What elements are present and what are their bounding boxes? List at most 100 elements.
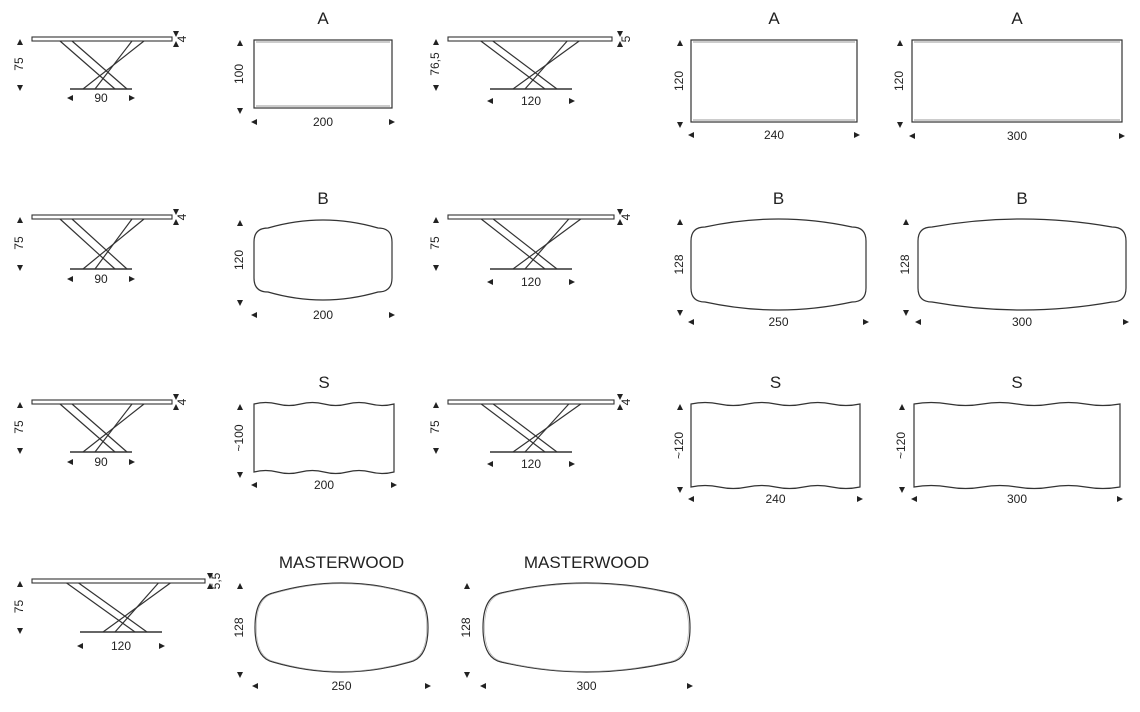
- dimension-arrow: [207, 573, 213, 579]
- crossed-leg: [524, 40, 568, 90]
- dimension-arrow: [911, 496, 917, 502]
- crossed-leg: [480, 218, 546, 270]
- width-dimension-label: 300: [576, 679, 596, 693]
- side-view-b: 75 90 4: [12, 209, 189, 286]
- table-top-profile: [31, 578, 206, 584]
- shape-title: S: [1011, 373, 1022, 392]
- dimension-arrow: [237, 404, 243, 410]
- crossed-leg: [492, 218, 558, 270]
- depth-dimension-label: 128: [898, 254, 912, 274]
- shape-title: S: [318, 373, 329, 392]
- dimension-arrow: [173, 209, 179, 215]
- shape-title: A: [1011, 9, 1023, 28]
- width-dimension-label: 300: [1007, 492, 1027, 506]
- tabletop-outline: [482, 582, 691, 673]
- dimension-arrow: [237, 300, 243, 306]
- height-dimension-label: 75: [12, 57, 26, 71]
- width-dimension-label: 90: [94, 455, 108, 469]
- width-dimension-label: 300: [1012, 315, 1032, 329]
- crossed-leg: [524, 218, 570, 270]
- height-dimension-label: 75: [12, 420, 26, 434]
- depth-dimension-label: 128: [672, 254, 686, 274]
- table-top-profile: [447, 214, 615, 220]
- tabletop-outline: [690, 401, 861, 490]
- crossed-leg: [71, 403, 128, 453]
- dimension-arrow: [433, 402, 439, 408]
- dimension-arrow: [480, 683, 486, 689]
- side-view-a: 76,5 120 5: [428, 31, 633, 108]
- dimension-arrow: [237, 672, 243, 678]
- thickness-dimension-label: 4: [619, 398, 633, 405]
- top-view-s: S 200 ~100: [232, 373, 397, 492]
- top-view-masterwood: MASTERWOOD 300 128: [459, 553, 693, 693]
- dimension-arrow: [903, 219, 909, 225]
- top-view-b: B 200 120: [232, 189, 395, 322]
- depth-dimension-label: 128: [459, 617, 473, 637]
- dimension-arrow: [688, 496, 694, 502]
- dimension-arrow: [569, 461, 575, 467]
- crossed-leg: [480, 403, 546, 453]
- dimension-arrow: [897, 40, 903, 46]
- dimension-arrow: [617, 31, 623, 37]
- dimension-arrow: [677, 310, 683, 316]
- crossed-leg: [78, 582, 148, 633]
- dimension-arrow: [617, 41, 623, 47]
- top-view-a: A 200 100: [232, 9, 395, 129]
- table-top-profile: [447, 399, 615, 405]
- dimension-arrow: [252, 683, 258, 689]
- dimension-arrow: [1119, 133, 1125, 139]
- shape-title: A: [768, 9, 780, 28]
- tabletop-outline: [917, 218, 1127, 311]
- dimension-arrow: [687, 683, 693, 689]
- dimension-arrow: [903, 310, 909, 316]
- top-view-b: B 250 128: [672, 189, 869, 329]
- tabletop-outline: [690, 218, 867, 311]
- width-dimension-label: 200: [314, 478, 334, 492]
- tabletop-outline: [254, 582, 429, 673]
- dimension-arrow: [1123, 319, 1129, 325]
- crossed-leg: [480, 40, 546, 90]
- dimension-arrow: [237, 583, 243, 589]
- dimension-arrow: [17, 265, 23, 271]
- dimension-arrow: [173, 31, 179, 37]
- height-dimension-label: 76,5: [428, 52, 442, 76]
- top-view-s: S 240 ~120: [672, 373, 863, 506]
- dimension-arrow: [389, 312, 395, 318]
- side-view-a: 75 90 4: [12, 31, 189, 105]
- crossed-leg: [492, 40, 558, 90]
- dimension-arrow: [17, 217, 23, 223]
- dimension-arrow: [464, 583, 470, 589]
- width-dimension-label: 90: [94, 272, 108, 286]
- dimension-arrow: [677, 122, 683, 128]
- dimension-arrow: [688, 132, 694, 138]
- dimension-arrow: [617, 209, 623, 215]
- edge-line: [484, 583, 689, 672]
- height-dimension-label: 75: [12, 236, 26, 250]
- dimension-arrow: [17, 402, 23, 408]
- depth-dimension-label: 120: [892, 71, 906, 91]
- depth-dimension-label: ~100: [232, 424, 246, 451]
- thickness-dimension-label: 4: [175, 35, 189, 42]
- dimension-arrow: [129, 459, 135, 465]
- shape-title: B: [317, 189, 328, 208]
- shape-title: MASTERWOOD: [279, 553, 404, 572]
- dimension-arrow: [17, 85, 23, 91]
- dimension-arrow: [854, 132, 860, 138]
- dimension-arrow: [173, 394, 179, 400]
- crossed-leg: [66, 582, 136, 633]
- dimension-arrow: [1117, 496, 1123, 502]
- dimension-arrow: [899, 404, 905, 410]
- dimension-arrow: [487, 461, 493, 467]
- dimension-arrow: [17, 448, 23, 454]
- crossed-leg: [71, 218, 128, 270]
- dimension-arrow: [391, 482, 397, 488]
- depth-dimension-label: ~120: [894, 432, 908, 459]
- crossed-leg: [59, 40, 116, 90]
- thickness-dimension-label: 4: [175, 213, 189, 220]
- dimension-arrow: [569, 98, 575, 104]
- width-dimension-label: 120: [521, 94, 541, 108]
- depth-dimension-label: 120: [672, 71, 686, 91]
- width-dimension-label: 240: [764, 128, 784, 142]
- crossed-leg: [94, 218, 133, 270]
